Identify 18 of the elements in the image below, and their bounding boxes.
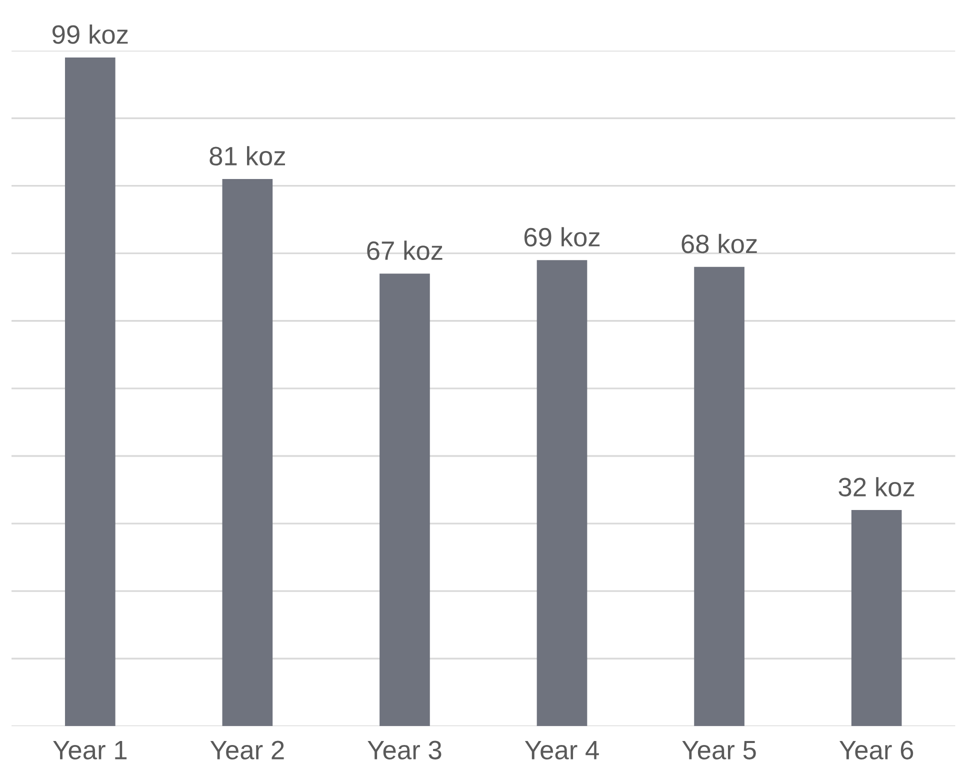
data-label: 99 koz bbox=[52, 24, 128, 44]
data-label: 81 koz bbox=[210, 146, 285, 166]
bar bbox=[380, 274, 430, 726]
x-tick-label: Year 5 bbox=[682, 741, 756, 760]
x-tick-label: Year 1 bbox=[53, 741, 127, 760]
x-tick-label: Year 2 bbox=[210, 740, 284, 760]
x-tick-label: Year 4 bbox=[524, 741, 599, 760]
bar bbox=[222, 179, 273, 726]
bar bbox=[536, 260, 588, 726]
data-label: 68 koz bbox=[682, 234, 757, 254]
bar bbox=[851, 510, 902, 726]
data-label: 67 koz bbox=[367, 240, 442, 260]
bar bbox=[694, 266, 744, 726]
data-label: 32 koz bbox=[838, 477, 914, 496]
bar bbox=[64, 57, 116, 726]
data-label: 69 koz bbox=[524, 227, 600, 247]
x-tick-label: Year 3 bbox=[368, 740, 442, 760]
x-tick-label: Year 6 bbox=[839, 740, 914, 760]
